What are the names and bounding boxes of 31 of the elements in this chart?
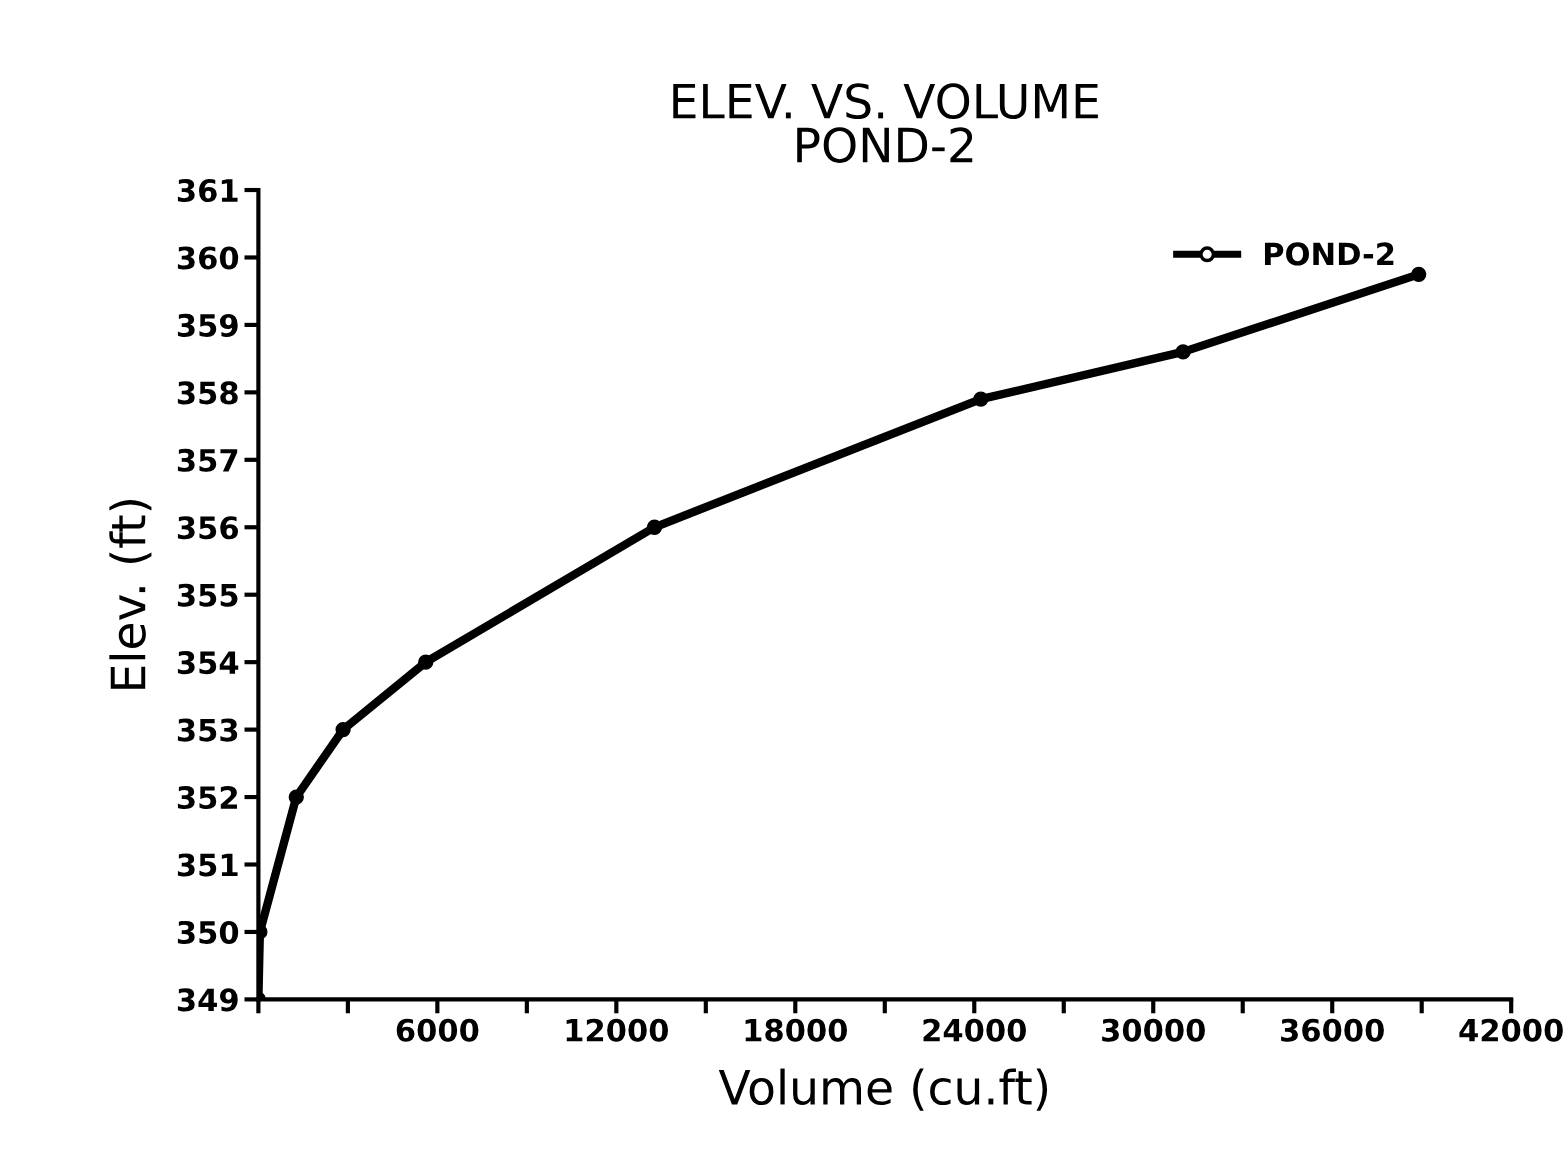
y-tick-label: 351 bbox=[177, 853, 238, 877]
y-tick-label: 355 bbox=[177, 583, 238, 607]
x-axis-title: Volume (cu.ft) bbox=[718, 1068, 1048, 1111]
point bbox=[418, 654, 434, 670]
point bbox=[335, 721, 351, 738]
x-tick-label: 24000 bbox=[923, 1018, 1026, 1042]
y-tick-label: 350 bbox=[177, 920, 239, 944]
x-tick-label: 6000 bbox=[396, 1018, 479, 1042]
y-tick-label: 361 bbox=[177, 178, 238, 203]
x-tick-label: 12000 bbox=[566, 1018, 669, 1042]
y-tick-label: 349 bbox=[177, 988, 238, 1012]
y-tick-label: 360 bbox=[177, 246, 239, 270]
y-tick-label: 358 bbox=[177, 381, 238, 405]
x-tick-label: 30000 bbox=[1102, 1018, 1205, 1042]
y-tick-label: 356 bbox=[177, 516, 238, 540]
legend-label: POND-2 bbox=[1264, 242, 1394, 266]
chart-title: ELEV. VS. VOLUME POND-2 bbox=[673, 83, 1098, 163]
point bbox=[1411, 266, 1427, 282]
y-tick-label: 353 bbox=[177, 718, 238, 742]
point bbox=[646, 519, 663, 535]
point bbox=[973, 391, 989, 407]
y-tick-label: 357 bbox=[177, 448, 238, 472]
point bbox=[288, 789, 304, 805]
y-tick-label: 352 bbox=[177, 785, 237, 810]
y-axis-title: Elev. (ft) bbox=[109, 500, 152, 689]
y-tick-label: 354 bbox=[177, 651, 239, 675]
y-tick-label: 359 bbox=[177, 313, 238, 337]
point bbox=[1175, 344, 1191, 360]
x-tick-label: 36000 bbox=[1281, 1018, 1384, 1042]
x-tick-label: 42000 bbox=[1459, 1018, 1563, 1042]
x-tick-label: 18000 bbox=[745, 1018, 847, 1042]
